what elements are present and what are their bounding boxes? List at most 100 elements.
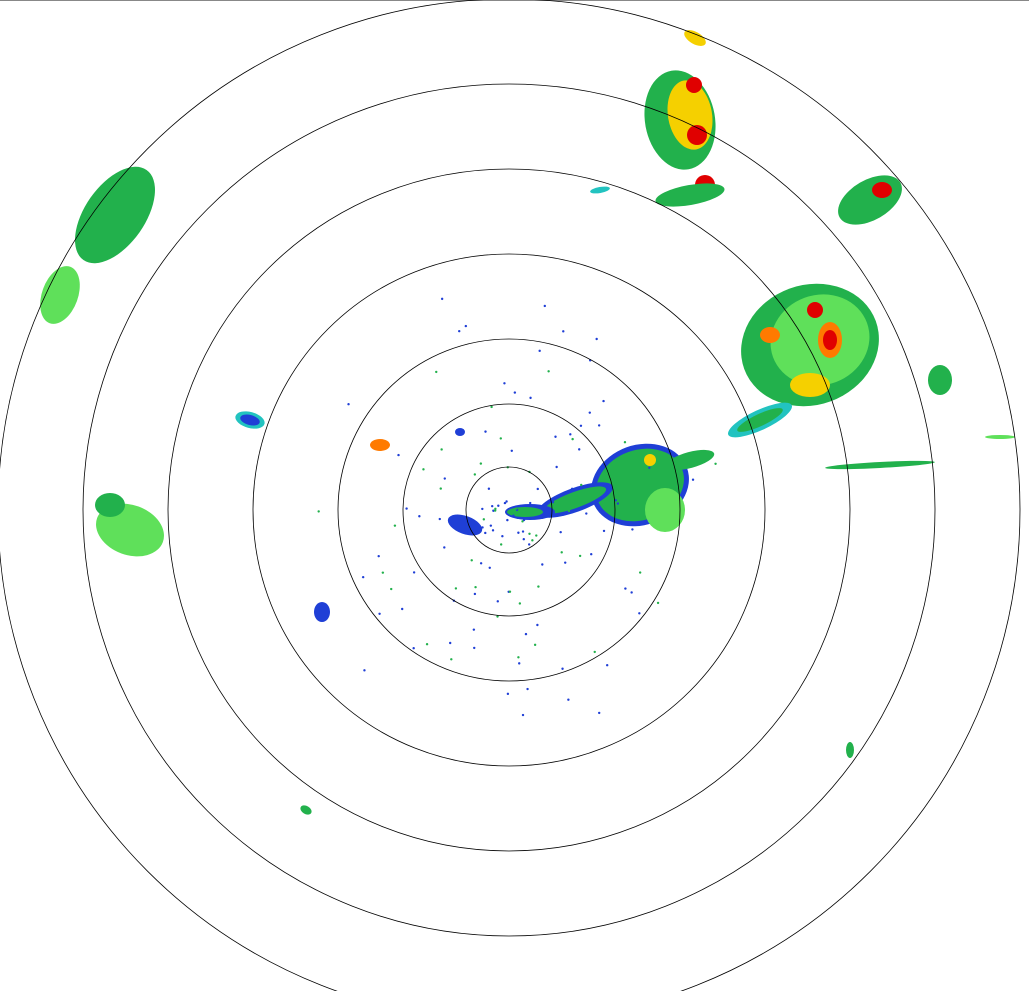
echo-cell <box>823 330 837 350</box>
clutter-point <box>514 507 518 510</box>
clutter-point <box>638 571 642 574</box>
clutter-point <box>588 411 591 414</box>
clutter-point <box>562 330 565 333</box>
echo-cell <box>96 503 164 557</box>
clutter-point <box>400 607 404 611</box>
clutter-point <box>656 601 660 605</box>
echo-cell <box>75 166 155 264</box>
echo-cell <box>807 302 823 318</box>
clutter-point <box>505 500 508 503</box>
clutter-point <box>464 324 468 328</box>
clutter-point <box>528 532 531 535</box>
clutter-point <box>590 552 593 556</box>
echo-cell <box>737 408 783 432</box>
clutter-point <box>490 405 493 409</box>
echo-cell <box>825 460 935 470</box>
echo-cell <box>370 439 390 451</box>
clutter-point <box>390 587 393 591</box>
clutter-point <box>473 646 476 650</box>
echo-cell <box>655 183 725 207</box>
clutter-point <box>501 535 504 538</box>
clutter-point <box>443 546 446 549</box>
clutter-point <box>440 448 443 451</box>
clutter-point <box>397 453 400 457</box>
clutter-point <box>543 304 547 308</box>
clutter-point <box>521 530 525 533</box>
clutter-point <box>616 502 620 505</box>
clutter-point <box>623 441 627 444</box>
clutter-point <box>492 509 495 512</box>
echo-cell <box>872 182 892 198</box>
clutter-point <box>638 612 641 615</box>
clutter-point <box>422 468 425 471</box>
clutter-point <box>484 531 487 535</box>
clutter-point <box>602 529 606 533</box>
clutter-point <box>454 587 458 590</box>
clutter-point <box>470 559 473 562</box>
clutter-point <box>547 370 550 373</box>
clutter-point <box>571 437 574 441</box>
clutter-point <box>564 561 567 564</box>
clutter-point <box>493 509 497 512</box>
range-ring-6 <box>82 83 936 937</box>
echo-cell <box>846 742 854 758</box>
clutter-point <box>518 662 521 665</box>
clutter-point <box>481 526 484 529</box>
clutter-point <box>412 571 416 574</box>
clutter-point <box>491 529 495 532</box>
clutter-point <box>595 337 598 341</box>
clutter-point <box>522 518 526 522</box>
clutter-point <box>439 487 442 490</box>
clutter-point <box>597 711 601 715</box>
clutter-point <box>648 466 651 469</box>
clutter-point <box>438 517 441 521</box>
clutter-point <box>479 562 483 565</box>
clutter-point <box>440 297 444 301</box>
clutter-point <box>560 551 563 554</box>
clutter-point <box>473 592 477 596</box>
echo-cell <box>95 493 125 517</box>
clutter-point <box>567 509 571 513</box>
clutter-point <box>602 399 605 403</box>
clutter-point <box>578 448 581 451</box>
clutter-point <box>405 507 408 510</box>
clutter-point <box>418 515 421 518</box>
clutter-point <box>363 669 366 672</box>
echo-cell <box>447 514 483 536</box>
clutter-point <box>554 435 557 438</box>
clutter-point <box>567 698 570 701</box>
clutter-point <box>561 667 564 670</box>
clutter-point <box>579 424 583 427</box>
range-ring-3 <box>337 338 681 682</box>
clutter-point <box>541 563 544 566</box>
clutter-point <box>580 483 583 487</box>
echo-cell <box>644 454 656 466</box>
clutter-point <box>533 643 537 647</box>
clutter-point <box>585 512 588 515</box>
clutter-point <box>473 473 477 476</box>
clutter-point <box>491 504 494 508</box>
clutter-point <box>512 514 515 517</box>
clutter-point <box>536 512 540 515</box>
echo-cell <box>686 77 702 93</box>
clutter-point <box>714 462 717 465</box>
clutter-point <box>522 538 525 541</box>
clutter-point <box>537 585 540 588</box>
clutter-point <box>425 642 429 646</box>
clutter-point <box>377 554 380 558</box>
clutter-point <box>435 370 438 374</box>
clutter-point <box>503 501 507 505</box>
clutter-point <box>518 602 522 605</box>
clutter-point <box>448 641 452 645</box>
clutter-point <box>630 591 633 594</box>
clutter-point <box>347 403 350 406</box>
clutter-point <box>605 664 609 667</box>
clutter-point <box>458 329 461 333</box>
clutter-point <box>521 713 525 717</box>
clutter-point <box>503 382 506 385</box>
clutter-point <box>488 566 491 569</box>
range-ring-1 <box>465 466 553 554</box>
echo-cell <box>300 805 312 815</box>
clutter-point <box>538 349 541 353</box>
clutter-point <box>529 501 532 505</box>
